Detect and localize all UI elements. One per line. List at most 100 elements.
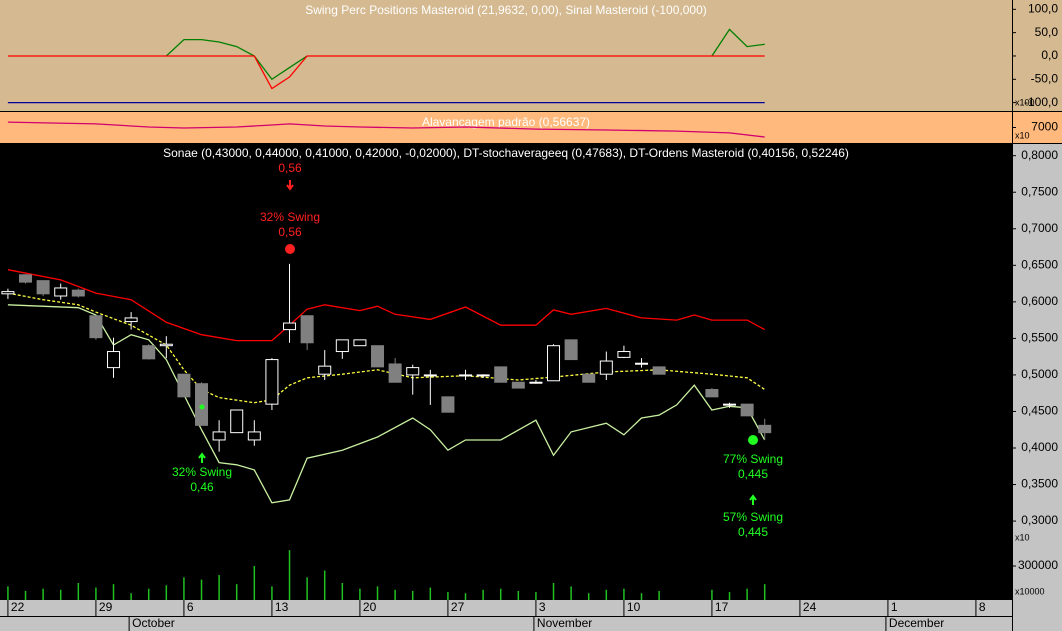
candle-body: [318, 365, 332, 375]
candle-body: [511, 381, 525, 389]
candle-body: [423, 374, 437, 377]
volume-bar: [394, 589, 396, 600]
volume-bar: [482, 589, 484, 600]
candle-body: [371, 345, 385, 368]
candle-body: [36, 280, 50, 295]
volume-bar: [235, 584, 238, 600]
series-line: [165, 28, 765, 81]
price-title: Sonae (0,43000, 0,44000, 0,41000, 0,4200…: [163, 146, 849, 160]
y-tick-label: 0,3500: [1021, 477, 1058, 491]
candle-body: [283, 322, 297, 331]
y-tick-label: 300000: [1018, 558, 1058, 572]
annotation: 77% Swing: [723, 452, 783, 466]
x-tick-label: 10: [627, 600, 641, 614]
candle-body: [564, 339, 578, 361]
candle-body: [652, 366, 666, 375]
volume-bar: [253, 566, 256, 600]
signal-arrow: [749, 494, 757, 505]
volume-bar: [570, 586, 572, 600]
candle-body: [388, 363, 402, 383]
volume-bar: [200, 579, 203, 600]
volume-bar: [411, 590, 414, 600]
signal-arrow: [198, 452, 206, 463]
candle-body: [107, 351, 121, 369]
y-tick-label: 0,7500: [1021, 184, 1058, 198]
x-tick-label: 13: [275, 600, 289, 614]
annotation: 57% Swing: [723, 510, 783, 524]
candle-body: [265, 359, 279, 405]
volume-bar: [763, 584, 766, 600]
volume-bar: [59, 589, 62, 600]
y-tick-label: 0,4500: [1021, 404, 1058, 418]
candle-body: [300, 315, 314, 344]
candle-body: [19, 274, 33, 283]
candle-body: [529, 381, 543, 384]
annotation: 0,56: [278, 161, 302, 175]
x-tick-label: 3: [539, 600, 546, 614]
candle-body: [582, 373, 596, 383]
volume-bar: [288, 550, 291, 600]
series-line: [7, 121, 765, 138]
volume-bar: [711, 589, 713, 600]
candle-body: [54, 287, 68, 297]
y-tick-label: 50,0: [1035, 25, 1059, 39]
axis-unit: x100: [1015, 97, 1035, 107]
candle-body: [71, 289, 85, 297]
volume-bar: [728, 592, 731, 600]
x-tick-label: 6: [187, 600, 194, 614]
volume-bar: [183, 577, 185, 600]
annotation: 0,56: [278, 225, 302, 239]
candle-body: [195, 383, 209, 426]
annotation: 0,445: [738, 467, 768, 481]
annotation: 32% Swing: [260, 210, 320, 224]
volume-bar: [587, 593, 590, 600]
x-tick-label: 24: [803, 600, 817, 614]
volume-bar: [499, 588, 502, 600]
axis-unit: x10: [1015, 532, 1030, 542]
volume-bar: [95, 587, 97, 600]
y-tick-label: 0,5500: [1021, 331, 1058, 345]
candle-body: [353, 339, 367, 347]
y-tick-label: 0,7000: [1021, 221, 1058, 235]
series-line: [7, 55, 765, 90]
candle-body: [705, 389, 719, 398]
volume-bar: [376, 586, 379, 600]
y-tick-label: 0,4000: [1021, 440, 1058, 454]
volume-bar: [7, 586, 9, 600]
x-tick-label: 1: [891, 600, 898, 614]
annotation: 0,46: [190, 480, 214, 494]
volume-bar: [77, 583, 80, 600]
volume-bar: [746, 588, 748, 600]
x-tick-label: 17: [715, 600, 729, 614]
volume-bar: [658, 590, 660, 600]
volume-bar: [24, 590, 27, 600]
axis-unit: x10000: [1015, 586, 1045, 596]
y-tick-label: 0,5000: [1021, 367, 1058, 381]
month-label: October: [132, 616, 175, 630]
candle-body: [599, 360, 613, 375]
y-tick-label: 0,6000: [1021, 294, 1058, 308]
volume-bar: [552, 583, 555, 600]
signal-arrow: [286, 180, 294, 191]
candle-body: [441, 396, 455, 413]
volume-bar: [42, 588, 44, 600]
volume-bar: [218, 575, 220, 600]
axis-unit: x10: [1015, 130, 1030, 140]
x-tick-label: 22: [11, 600, 25, 614]
volume-bar: [323, 570, 326, 600]
candle-body: [142, 345, 156, 360]
candle-body: [335, 339, 349, 353]
volume-bar: [165, 585, 168, 600]
price-axis-area: [1012, 144, 1062, 600]
volume-bar: [517, 590, 520, 600]
y-tick-label: 0,0: [1041, 48, 1058, 62]
signal-dot: [199, 404, 205, 410]
y-tick-label: 100,0: [1028, 1, 1058, 15]
volume-bar: [623, 588, 625, 600]
volume-bar: [130, 593, 132, 600]
volume-bar: [605, 589, 608, 600]
candle-body: [723, 403, 737, 406]
candle-body: [617, 351, 631, 358]
x-tick-label: 20: [363, 600, 377, 614]
